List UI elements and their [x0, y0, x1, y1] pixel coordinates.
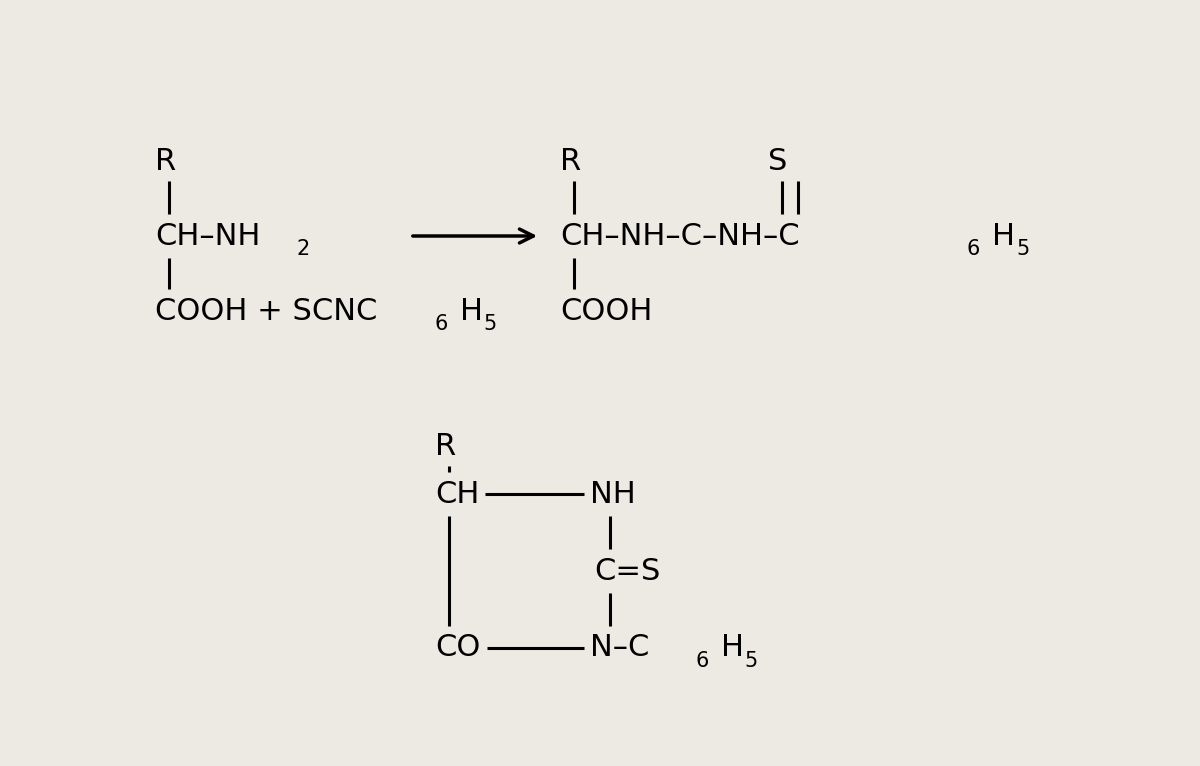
Text: CH: CH [434, 480, 479, 509]
Text: NH: NH [590, 480, 636, 509]
Text: CO: CO [434, 633, 480, 663]
Text: COOH: COOH [560, 296, 653, 326]
Text: COOH + SCNC: COOH + SCNC [155, 296, 377, 326]
Text: C=S: C=S [594, 557, 660, 585]
Text: H: H [992, 221, 1015, 250]
Text: H: H [721, 633, 744, 663]
Text: 5: 5 [482, 314, 497, 334]
Text: 2: 2 [298, 239, 311, 259]
Text: N–C: N–C [590, 633, 649, 663]
Text: R: R [560, 146, 581, 175]
Text: S: S [768, 146, 787, 175]
Text: 6: 6 [434, 314, 449, 334]
Text: CH–NH–C–NH–C: CH–NH–C–NH–C [560, 221, 799, 250]
Text: H: H [460, 296, 482, 326]
Text: R: R [434, 431, 456, 460]
Text: R: R [155, 146, 176, 175]
Text: 6: 6 [967, 239, 980, 259]
Text: 5: 5 [1016, 239, 1030, 259]
Text: CH–NH: CH–NH [155, 221, 260, 250]
Text: 6: 6 [696, 651, 709, 671]
Text: 5: 5 [744, 651, 757, 671]
